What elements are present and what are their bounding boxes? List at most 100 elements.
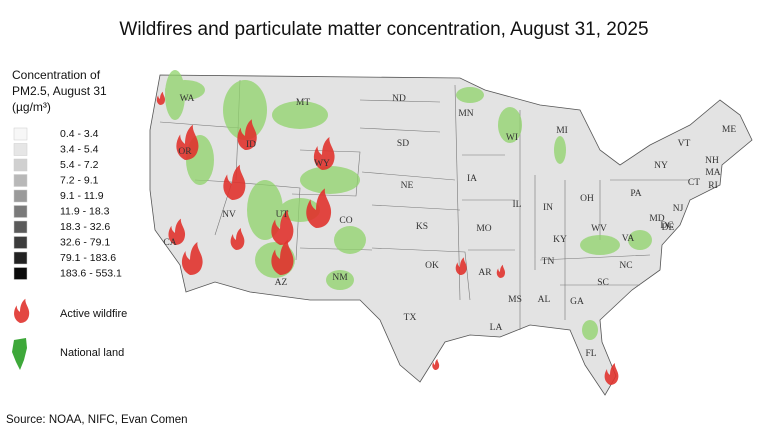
state-label: CT bbox=[688, 178, 700, 188]
legend-swatch bbox=[13, 189, 28, 203]
state-label: NM bbox=[332, 273, 348, 283]
legend-title: Concentration of bbox=[12, 68, 101, 82]
state-label: OK bbox=[425, 261, 439, 271]
state-label: DC bbox=[660, 221, 673, 231]
state-label: TX bbox=[404, 313, 417, 323]
land-patch bbox=[628, 230, 652, 250]
state-label: RI bbox=[708, 181, 718, 191]
fire-icon bbox=[306, 188, 332, 228]
state-label: ME bbox=[722, 125, 736, 135]
land-patch bbox=[334, 226, 366, 254]
state-label: NE bbox=[401, 181, 414, 191]
fire-icon bbox=[455, 257, 467, 275]
state-label: AZ bbox=[275, 278, 288, 288]
legend-range: 3.4 - 5.4 bbox=[60, 143, 99, 155]
land-patch bbox=[165, 70, 185, 120]
legend-range: 79.1 - 183.6 bbox=[60, 252, 116, 264]
state-label: NC bbox=[619, 261, 632, 271]
legend-swatch bbox=[13, 267, 28, 280]
state-label: MT bbox=[296, 98, 310, 108]
state-label: LA bbox=[490, 323, 503, 333]
legend: Concentration of PM2.5, August 31 (µg/m³) 0… bbox=[12, 68, 127, 370]
fire-icon bbox=[496, 264, 506, 278]
legend-swatch bbox=[13, 251, 28, 265]
state-label: MO bbox=[476, 224, 491, 234]
state-label: IN bbox=[543, 203, 553, 213]
state-label: NV bbox=[222, 210, 236, 220]
state-borders bbox=[159, 79, 690, 330]
state-label: VT bbox=[678, 139, 691, 149]
state-label: SC bbox=[597, 278, 609, 288]
source: Source: NOAA, NIFC, Evan Comen bbox=[6, 414, 188, 426]
state-label: UT bbox=[276, 210, 289, 220]
state-label: SD bbox=[397, 139, 409, 149]
state-label: WY bbox=[314, 159, 330, 169]
legend-range: 18.3 - 32.6 bbox=[60, 221, 110, 233]
title: Wildfires and particulate matter concent… bbox=[119, 19, 648, 40]
legend-fire-label: Active wildfire bbox=[60, 308, 127, 320]
legend-swatch bbox=[13, 236, 28, 249]
land-patch bbox=[580, 235, 620, 255]
state-label: IA bbox=[467, 174, 477, 184]
state-label: MA bbox=[705, 168, 720, 178]
state-label: MS bbox=[508, 295, 522, 305]
state-label: ID bbox=[246, 140, 256, 150]
state-label: WI bbox=[506, 133, 518, 143]
state-label: OR bbox=[178, 147, 192, 157]
state-label: MN bbox=[458, 109, 473, 119]
legend-swatch bbox=[13, 158, 28, 172]
fire-icons bbox=[156, 91, 619, 385]
fire-icon bbox=[176, 124, 199, 161]
state-label: ND bbox=[392, 94, 406, 104]
us-outline bbox=[149, 74, 753, 396]
fire-icon bbox=[271, 209, 294, 246]
fire-icon bbox=[230, 228, 245, 250]
legend-swatch bbox=[13, 205, 28, 218]
land-patch bbox=[326, 270, 354, 290]
state-label: TN bbox=[542, 257, 555, 267]
state-label: CO bbox=[339, 216, 352, 226]
state-label: FL bbox=[585, 349, 596, 359]
legend-swatch bbox=[13, 174, 28, 187]
legend-swatch bbox=[13, 143, 28, 156]
legend-swatch bbox=[13, 127, 28, 141]
legend-title: PM2.5, August 31 bbox=[12, 84, 107, 98]
state-labels: WA OR CA NV ID MT WY UT AZ CO NM ND SD NE KS OK TX MN IA MO… bbox=[163, 94, 736, 359]
legend-range: 183.6 - 553.1 bbox=[60, 267, 122, 279]
state-label: PA bbox=[630, 189, 641, 199]
fire-icon bbox=[156, 91, 166, 105]
land-patch bbox=[582, 320, 598, 340]
state-label: IL bbox=[513, 200, 522, 210]
legend-land-icon bbox=[12, 338, 27, 370]
state-label: AR bbox=[478, 268, 492, 278]
land-patch bbox=[300, 166, 360, 194]
fire-icon bbox=[14, 298, 30, 323]
fire-icon bbox=[237, 119, 257, 150]
state-label: NJ bbox=[673, 204, 684, 214]
legend-swatch bbox=[13, 220, 28, 234]
land-patch bbox=[498, 107, 522, 143]
fire-icon bbox=[604, 363, 619, 385]
legend-range: 7.2 - 9.1 bbox=[60, 174, 99, 186]
fire-icon bbox=[181, 242, 203, 275]
state-label: MD bbox=[649, 214, 664, 224]
legend-range: 32.6 - 79.1 bbox=[60, 236, 110, 248]
state-label: KS bbox=[416, 222, 428, 232]
legend-range: 9.1 - 11.9 bbox=[60, 190, 104, 202]
fire-icon bbox=[223, 164, 246, 201]
state-label: VA bbox=[622, 234, 635, 244]
legend-title: (µg/m³) bbox=[12, 100, 51, 114]
state-label: DE bbox=[662, 223, 675, 233]
state-label: OH bbox=[580, 194, 594, 204]
land-patch bbox=[554, 136, 566, 164]
state-label: WA bbox=[180, 94, 195, 104]
state-label: NH bbox=[705, 156, 719, 166]
land-patch bbox=[272, 101, 328, 129]
state-label: CA bbox=[163, 238, 176, 248]
legend-range: 5.4 - 7.2 bbox=[60, 159, 99, 171]
land-patch bbox=[223, 80, 267, 140]
fire-icon bbox=[168, 218, 186, 245]
land-patch bbox=[456, 87, 484, 103]
